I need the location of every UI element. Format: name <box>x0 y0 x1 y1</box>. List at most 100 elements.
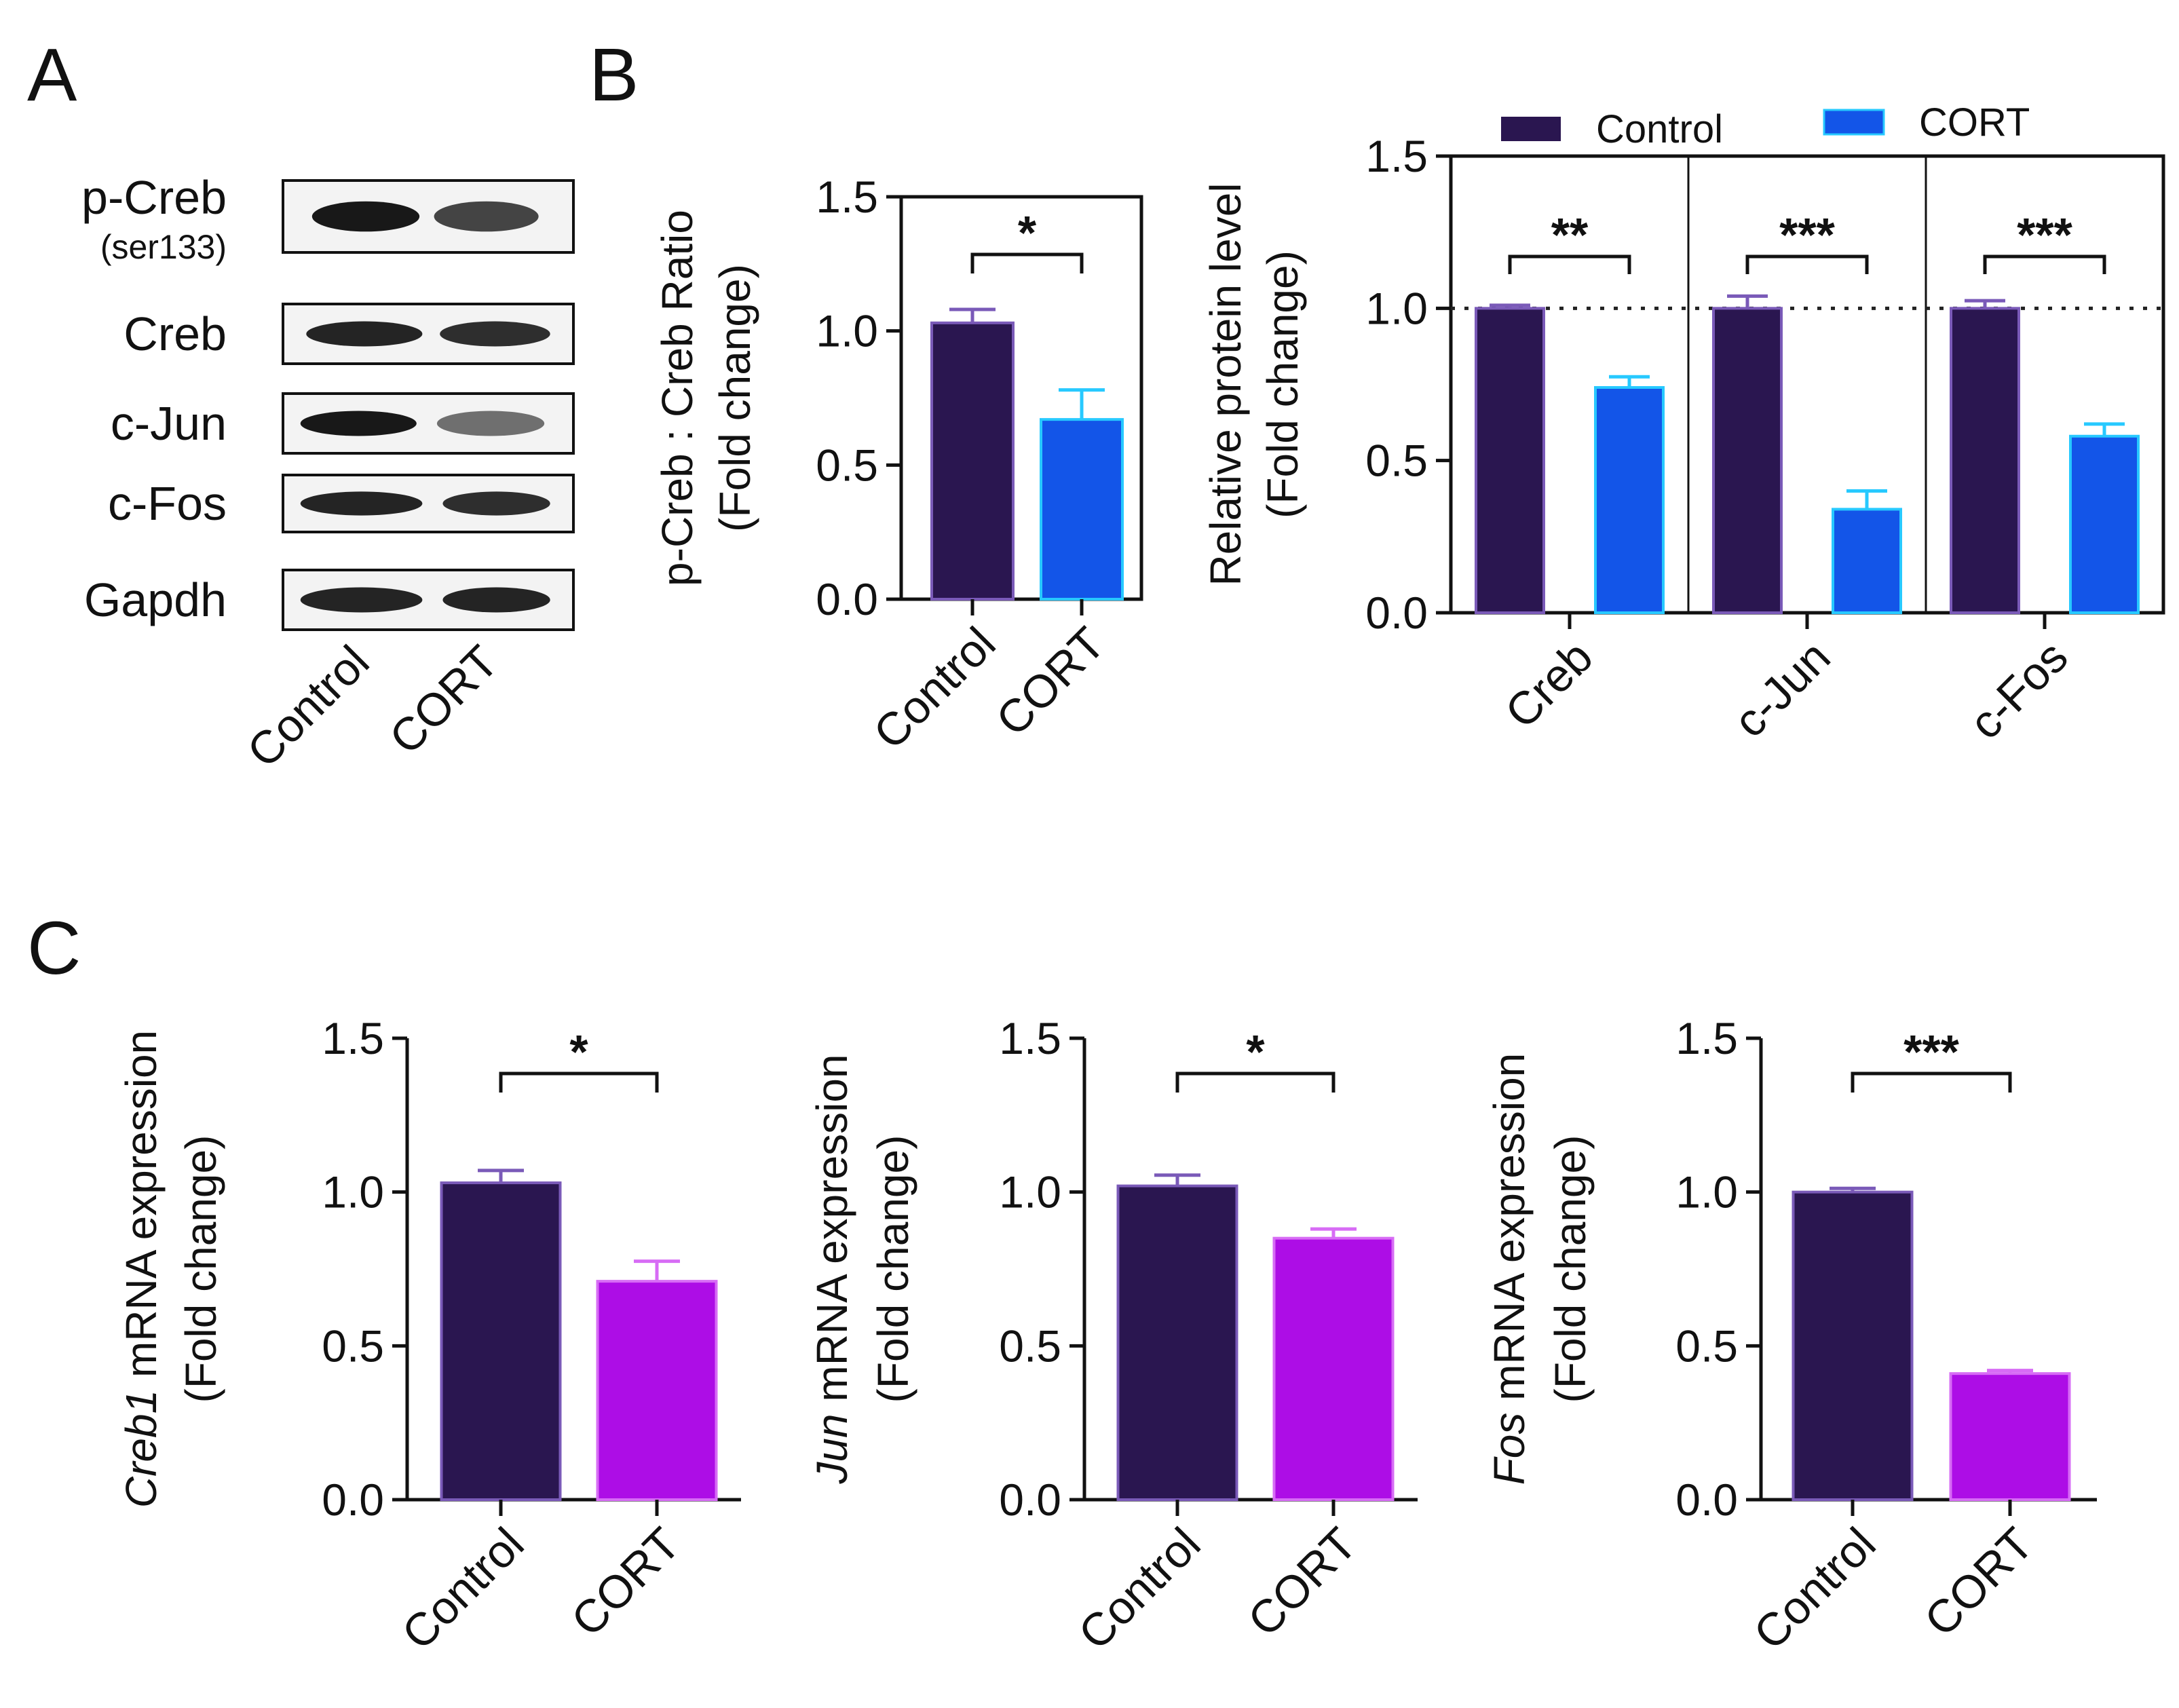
blot-band <box>442 587 550 613</box>
y-tick-label: 0.0 <box>1675 1475 1738 1525</box>
blot-row-label: Gapdh <box>84 573 227 626</box>
y-tick-label: 0.5 <box>1365 436 1428 486</box>
y-axis-label: Jun mRNA expression <box>808 1054 856 1484</box>
blot-band <box>436 411 545 436</box>
chart-fos-mrna: 0.0 0.5 1.0 1.5 Fos mRNA expression (Fold cha… <box>1485 1013 2097 1660</box>
legend-label-cort: CORT <box>1919 100 2030 145</box>
legend: Control CORT <box>1501 100 2030 151</box>
blot-row-sublabel: (ser133) <box>100 228 227 266</box>
x-tick-label: CORT <box>1915 1518 2043 1646</box>
panel-label-a: A <box>27 33 77 117</box>
bar <box>1272 1236 1395 1501</box>
chart-creb1-mrna: 0.0 0.5 1.0 1.5 Creb1 mRNA expression (Fold c… <box>117 1013 741 1660</box>
y-tick-label: 1.5 <box>1675 1013 1738 1063</box>
x-tick-label: Creb <box>1496 631 1603 738</box>
blot-band <box>306 321 423 347</box>
bar <box>1116 1184 1238 1501</box>
x-tick-label: CORT <box>1238 1518 1367 1646</box>
bar <box>596 1280 718 1501</box>
significance-bracket <box>499 1071 659 1093</box>
y-axis-label: Relative protein level <box>1201 183 1250 586</box>
significance-stars: *** <box>1779 208 1835 261</box>
y-axis-label-rest: mRNA expression <box>808 1054 856 1413</box>
blot-row-label: Creb <box>124 307 227 360</box>
significance-stars: * <box>569 1025 588 1078</box>
blot-band <box>300 411 417 436</box>
bar <box>1792 1190 1914 1501</box>
legend-label-control: Control <box>1596 107 1723 151</box>
y-axis-label: Creb1 mRNA expression <box>117 1030 166 1508</box>
y-tick-label: 0.5 <box>999 1321 1061 1371</box>
significance-stars: * <box>1018 206 1037 259</box>
y-axis-label-gene: Creb1 <box>117 1390 166 1508</box>
y-tick-label: 0.0 <box>816 574 878 624</box>
y-axis-label: p-Creb : Creb Ratio <box>653 210 702 586</box>
blot-row-label: c-Fos <box>108 477 227 530</box>
y-axis-label-rest: mRNA expression <box>1485 1053 1534 1413</box>
chart-jun-mrna: 0.0 0.5 1.0 1.5 Jun mRNA expression (Fold cha… <box>808 1013 1418 1660</box>
significance-stars: * <box>1246 1025 1265 1078</box>
y-tick-label: 0.5 <box>1675 1321 1738 1371</box>
x-tick-label: Control <box>392 1518 534 1660</box>
y-tick-label: 0.5 <box>322 1321 384 1371</box>
significance-bracket <box>1175 1071 1335 1093</box>
blot-band <box>440 321 550 347</box>
x-tick-label: Control <box>864 618 1006 759</box>
y-tick-label: 1.5 <box>816 172 878 222</box>
y-tick-label: 1.5 <box>322 1013 384 1063</box>
bar <box>2069 434 2140 614</box>
y-axis-label-unit: (Fold change) <box>1258 250 1307 518</box>
blot-band <box>300 587 423 613</box>
x-tick-label: Control <box>1744 1518 1886 1660</box>
bar <box>440 1181 562 1501</box>
bar <box>1950 307 2020 614</box>
bar <box>1475 307 1545 614</box>
significance-bracket <box>1508 254 1631 274</box>
x-tick-label: Control <box>1069 1518 1211 1660</box>
y-tick-label: 1.5 <box>999 1013 1061 1063</box>
blot-row-label: p-Creb <box>81 171 227 224</box>
y-tick-label: 1.0 <box>1365 283 1428 333</box>
y-tick-label: 0.0 <box>999 1475 1061 1525</box>
blot-row-label: c-Jun <box>111 397 227 450</box>
blot-band <box>300 491 423 516</box>
blot-band <box>434 201 539 232</box>
y-tick-label: 0.5 <box>816 440 878 490</box>
legend-swatch-control <box>1501 117 1561 141</box>
panel-label-c: C <box>27 907 81 990</box>
x-tick-label: CORT <box>987 618 1115 746</box>
panel-label-b: B <box>589 33 639 117</box>
plot-frame <box>899 195 1143 601</box>
significance-bracket <box>1745 254 1869 274</box>
significance-bracket <box>1851 1071 2012 1093</box>
significance-bracket <box>970 252 1084 273</box>
bar <box>930 321 1015 601</box>
y-axis-label-unit: (Fold change) <box>869 1135 917 1403</box>
y-tick-label: 1.5 <box>1365 131 1428 181</box>
y-tick-label: 0.0 <box>1365 588 1428 638</box>
significance-stars: *** <box>2017 208 2072 261</box>
bar <box>1594 385 1665 615</box>
x-tick-label: c-Fos <box>1960 631 2078 749</box>
blot-lane-label: CORT <box>380 636 508 764</box>
x-tick-label: c-Jun <box>1724 631 1840 747</box>
y-axis-label-rest: mRNA expression <box>117 1030 166 1390</box>
y-tick-label: 0.0 <box>322 1475 384 1525</box>
y-tick-label: 1.0 <box>999 1167 1061 1217</box>
chart-relative-protein-level: 0.0 0.5 1.0 1.5 Relative protein level (Fold … <box>1201 131 2165 749</box>
blot-lane-label: Control <box>238 636 379 778</box>
blot-band <box>311 201 420 232</box>
significance-stars: *** <box>1903 1025 1959 1078</box>
legend-swatch-cort <box>1823 109 1885 136</box>
bar <box>1832 508 1902 614</box>
y-axis-label-unit: (Fold change) <box>710 264 759 532</box>
y-tick-label: 1.0 <box>1675 1167 1738 1217</box>
y-axis-label-unit: (Fold change) <box>1546 1135 1595 1403</box>
significance-bracket <box>1983 254 2106 274</box>
bar <box>1040 418 1124 601</box>
x-tick-label: CORT <box>562 1518 690 1646</box>
y-tick-label: 1.0 <box>322 1167 384 1217</box>
y-axis-label-gene: Jun <box>808 1413 856 1484</box>
y-axis-label-gene: Fos <box>1485 1413 1534 1485</box>
